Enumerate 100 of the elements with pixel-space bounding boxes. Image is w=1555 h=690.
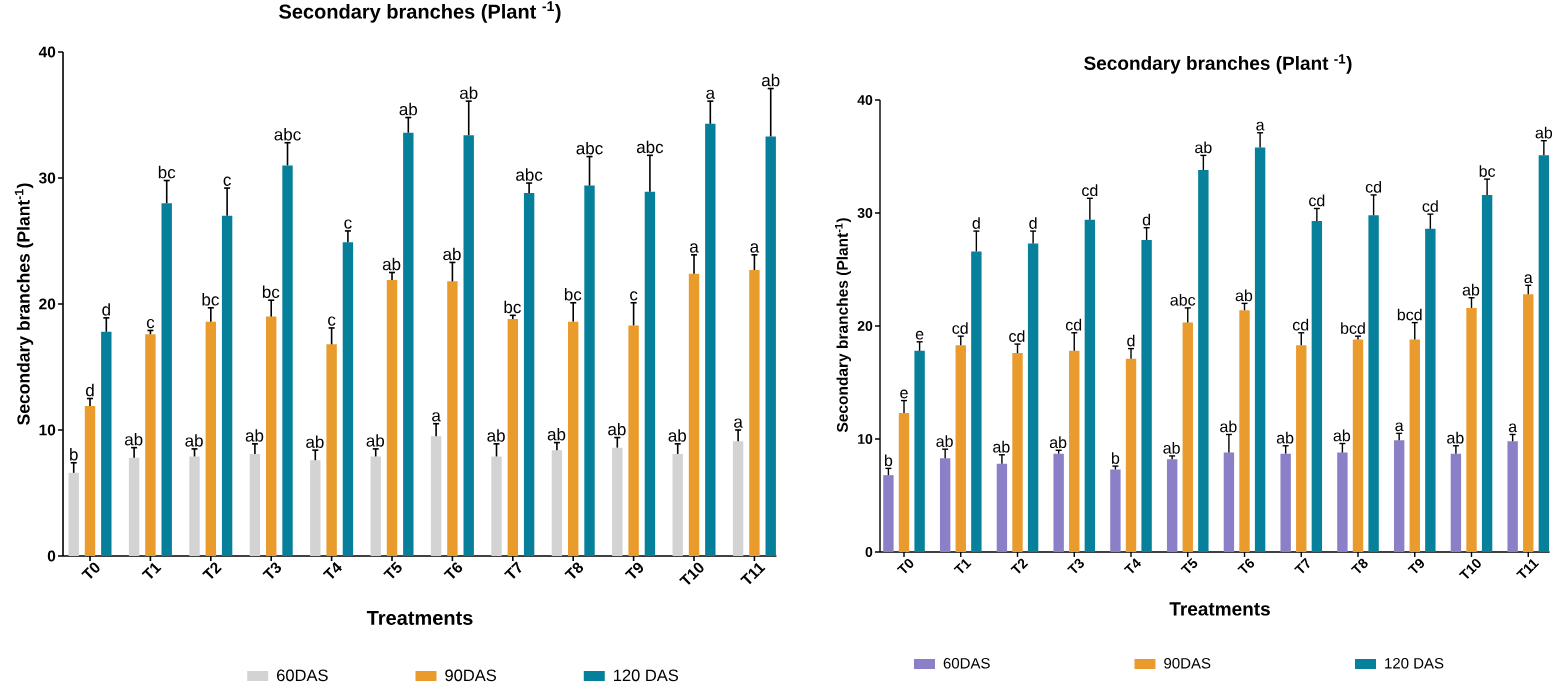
bar xyxy=(1239,310,1250,552)
bar xyxy=(145,334,156,556)
data-label: bc xyxy=(158,165,176,179)
bar xyxy=(628,325,639,556)
data-label: d xyxy=(972,217,980,229)
data-label: a xyxy=(1256,121,1265,131)
data-label: ab xyxy=(993,440,1010,453)
y-tick-label: 20 xyxy=(857,321,873,331)
data-label: ab xyxy=(245,429,264,442)
data-label: ab xyxy=(124,432,143,446)
bar xyxy=(128,457,140,556)
bar xyxy=(672,453,683,556)
y-axis-title: Secondary branches (Plant$^{-1}$) xyxy=(835,218,851,433)
data-label: a xyxy=(734,418,743,428)
bar xyxy=(161,203,172,556)
data-label: ab xyxy=(547,427,566,441)
data-label: ab xyxy=(608,422,626,436)
bar xyxy=(644,191,656,556)
legend-label: 60DAS xyxy=(943,658,990,669)
chart-title: Secondary branches (Plant $^{-1}$) xyxy=(279,1,561,23)
x-tick-label: T0 xyxy=(896,558,914,574)
bar xyxy=(1538,155,1550,552)
data-label: bc xyxy=(564,288,582,301)
bar xyxy=(430,436,442,556)
data-label: ab xyxy=(1220,420,1237,433)
data-label: cd xyxy=(952,322,968,334)
data-label: ab xyxy=(668,429,687,442)
y-tick-label: 40 xyxy=(857,95,873,105)
data-label: ab xyxy=(936,435,953,447)
bar xyxy=(205,321,217,556)
bar xyxy=(403,132,414,556)
data-label: d xyxy=(1127,334,1135,347)
bar xyxy=(1110,469,1121,552)
bar xyxy=(1069,350,1080,552)
data-label: ab xyxy=(185,434,203,447)
data-label: abc xyxy=(636,140,664,154)
bar xyxy=(584,185,595,556)
data-label: ab xyxy=(382,257,401,271)
bar xyxy=(282,165,293,556)
data-label: ab xyxy=(1535,126,1553,139)
legend-label: 90DAS xyxy=(1164,658,1211,669)
data-label: ab xyxy=(1447,431,1464,444)
chart-title: Secondary branches (Plant $^{-1}$) xyxy=(1084,54,1352,74)
bar xyxy=(749,269,760,556)
legend-label: 120 DAS xyxy=(1385,658,1444,669)
bar xyxy=(612,447,623,556)
y-tick-label: 30 xyxy=(38,172,56,184)
data-label: ab xyxy=(1235,289,1253,302)
data-label: c xyxy=(344,219,352,229)
data-label: c xyxy=(223,176,231,186)
bar xyxy=(1393,440,1405,552)
bar xyxy=(1507,441,1518,552)
data-label: d xyxy=(102,303,110,316)
bar xyxy=(971,251,982,552)
bar xyxy=(310,460,321,556)
y-tick-label: 40 xyxy=(38,46,56,58)
bar xyxy=(883,475,894,552)
data-label: ab xyxy=(443,247,461,261)
data-label: ab xyxy=(761,73,780,87)
data-label: abc xyxy=(274,128,301,141)
y-axis-title: Secondary branches (Plant$^{-1}$) xyxy=(14,183,34,425)
data-label: bc xyxy=(202,293,219,306)
data-label: e xyxy=(900,389,908,399)
x-tick-label: T4 xyxy=(1123,558,1142,574)
x-tick-label: T11 xyxy=(740,562,766,585)
data-label: e xyxy=(915,330,924,340)
x-tick-label: T6 xyxy=(443,562,463,579)
bar xyxy=(447,281,458,556)
bar xyxy=(1141,240,1152,552)
data-label: cd xyxy=(1065,318,1082,331)
bar xyxy=(996,463,1008,552)
legend-label: 60DAS xyxy=(277,669,328,682)
data-label: bc xyxy=(504,300,521,314)
data-label: abc xyxy=(576,141,603,155)
x-tick-label: T2 xyxy=(202,562,222,579)
x-tick-label: T1 xyxy=(953,559,972,574)
bar xyxy=(68,472,79,556)
bar xyxy=(1084,219,1096,552)
bar xyxy=(1125,358,1137,552)
bar xyxy=(765,136,776,556)
y-tick-label: 0 xyxy=(865,547,873,557)
x-tick-label: T11 xyxy=(1516,559,1540,579)
y-tick-label: 0 xyxy=(47,550,56,562)
bar xyxy=(705,123,716,556)
x-tick-label: T1 xyxy=(141,562,162,579)
bar xyxy=(84,406,96,556)
x-axis-title: Treatments xyxy=(1169,602,1270,616)
data-label: ab xyxy=(1195,141,1212,154)
x-tick-label: T4 xyxy=(322,561,342,579)
data-label: cd xyxy=(1292,318,1309,331)
bar xyxy=(101,331,112,556)
x-tick-label: T5 xyxy=(1180,557,1198,574)
data-label: b xyxy=(70,448,78,461)
bar xyxy=(1254,147,1266,552)
x-tick-label: T8 xyxy=(1350,558,1368,574)
x-tick-label: T10 xyxy=(1458,558,1481,579)
data-label: cd xyxy=(1422,200,1438,212)
data-label: ab xyxy=(306,435,324,448)
data-label: bcd xyxy=(1397,308,1422,321)
data-label: c xyxy=(146,318,155,329)
